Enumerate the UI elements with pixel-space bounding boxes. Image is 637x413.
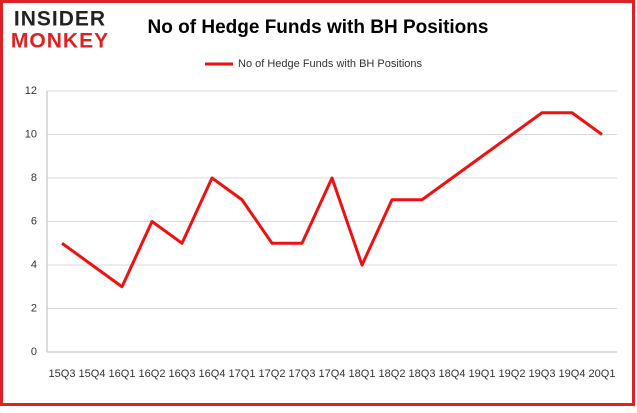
x-tick-label: 18Q2 bbox=[379, 368, 406, 380]
y-tick-label: 8 bbox=[31, 172, 37, 184]
y-tick-label: 2 bbox=[31, 302, 37, 314]
y-tick-label: 4 bbox=[31, 259, 37, 271]
y-tick-label: 0 bbox=[31, 346, 37, 358]
x-tick-label: 19Q2 bbox=[499, 368, 526, 380]
x-tick-label: 16Q2 bbox=[139, 368, 166, 380]
chart-title: No of Hedge Funds with BH Positions bbox=[148, 17, 489, 38]
x-tick-label: 18Q4 bbox=[439, 368, 466, 380]
x-tick-label: 16Q3 bbox=[169, 368, 196, 380]
data-line bbox=[61, 111, 603, 289]
x-tick-label: 17Q1 bbox=[229, 368, 256, 380]
x-tick-label: 20Q1 bbox=[589, 368, 616, 380]
x-tick-label: 19Q4 bbox=[559, 368, 586, 380]
x-tick-label: 19Q3 bbox=[529, 368, 556, 380]
x-tick-label: 19Q1 bbox=[469, 368, 496, 380]
x-tick-label: 17Q2 bbox=[259, 368, 286, 380]
x-tick-label: 18Q1 bbox=[349, 368, 376, 380]
frame bbox=[0, 0, 635, 406]
x-tick-label: 16Q1 bbox=[109, 368, 136, 380]
x-tick-label: 17Q4 bbox=[319, 368, 346, 380]
legend-label: No of Hedge Funds with BH Positions bbox=[238, 58, 423, 70]
x-tick-label: 17Q3 bbox=[289, 368, 316, 380]
y-tick-label: 10 bbox=[25, 128, 37, 140]
x-tick-label: 15Q4 bbox=[79, 368, 106, 380]
logo-bottom: MONKEY bbox=[11, 30, 109, 53]
y-tick-label: 12 bbox=[25, 85, 37, 97]
x-tick-label: 15Q3 bbox=[49, 368, 76, 380]
y-tick-label: 6 bbox=[31, 215, 37, 227]
x-tick-label: 18Q3 bbox=[409, 368, 436, 380]
x-tick-label: 16Q4 bbox=[199, 368, 226, 380]
logo-top: INSIDER bbox=[14, 8, 106, 31]
